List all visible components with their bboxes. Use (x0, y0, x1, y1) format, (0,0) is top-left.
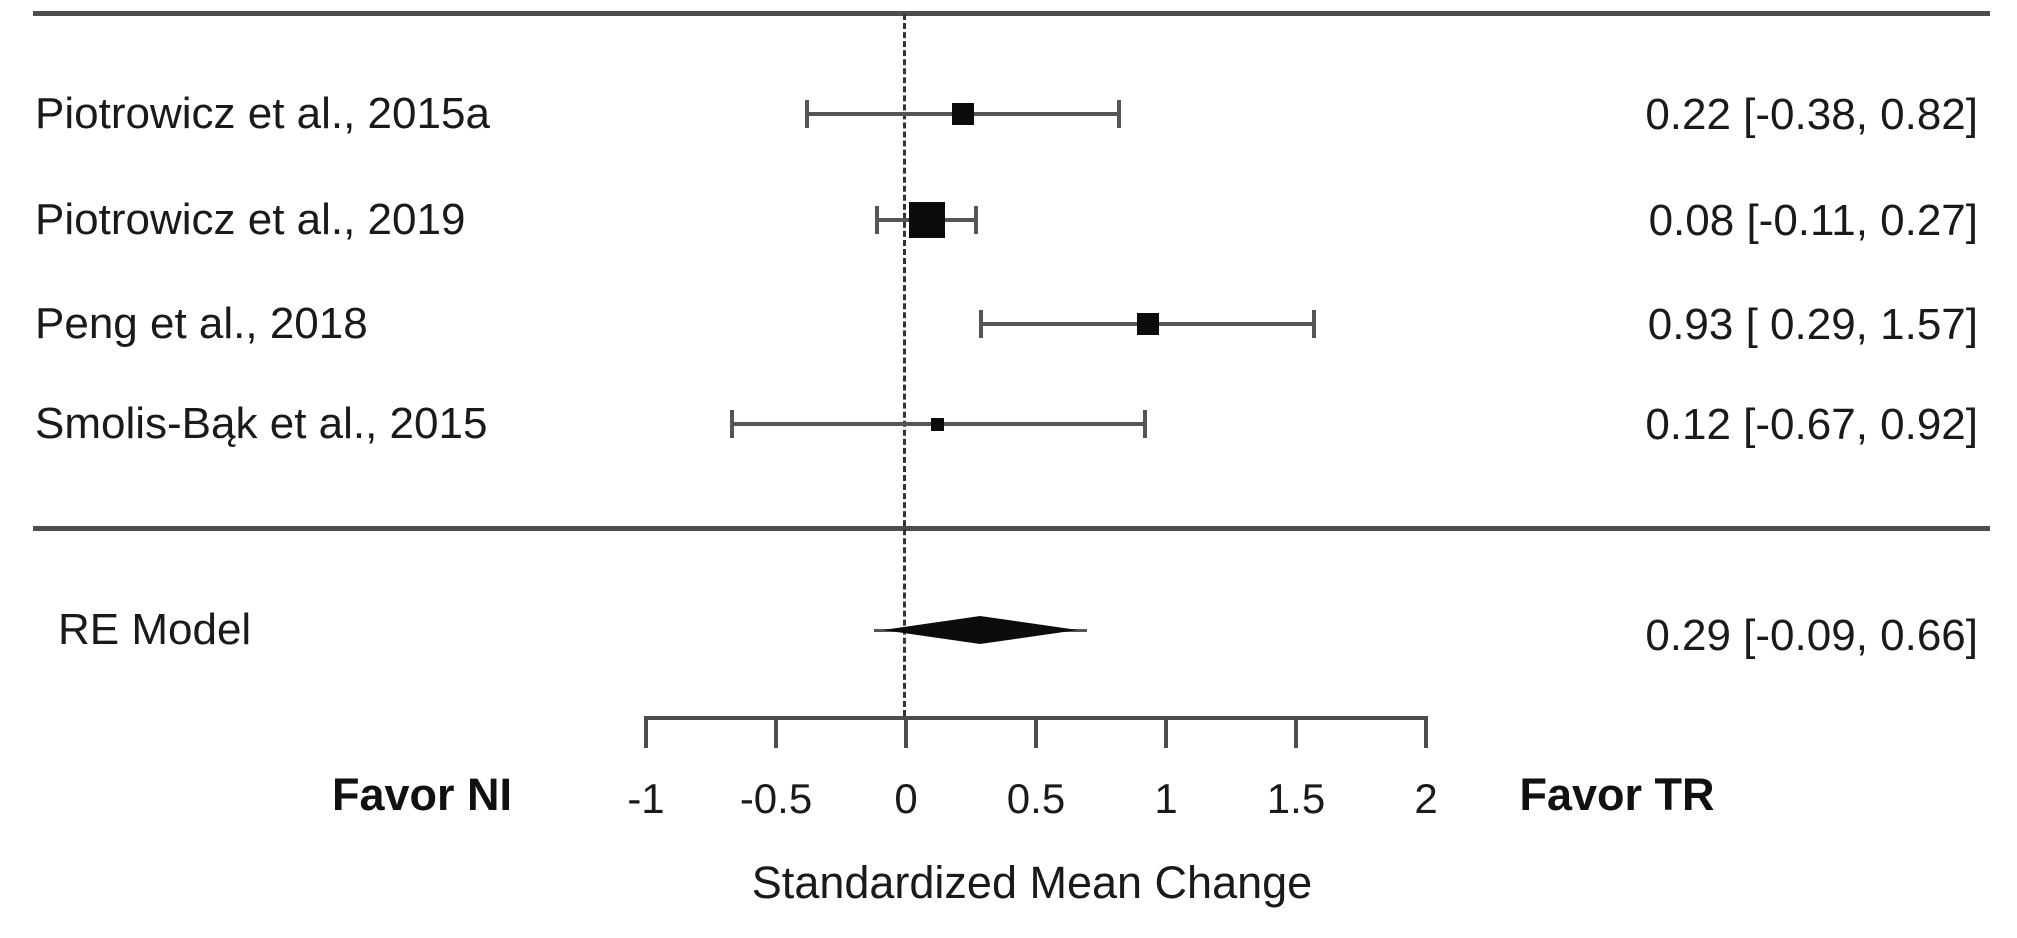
summary-diamond (882, 616, 1078, 644)
x-axis-tick-label: -0.5 (739, 775, 813, 822)
x-axis-title: Standardized Mean Change (751, 857, 1313, 908)
x-axis-tick-label: 0 (894, 775, 918, 822)
study-value: 0.22 [-0.38, 0.82] (1645, 90, 1978, 139)
study-value: 0.12 [-0.67, 0.92] (1645, 400, 1978, 449)
study-label: Piotrowicz et al., 2019 (35, 195, 466, 244)
summary-value: 0.29 [-0.09, 0.66] (1645, 611, 1978, 660)
summary-label: RE Model (58, 605, 252, 654)
point-estimate-box (952, 103, 975, 125)
x-axis-tick-label: 0.5 (1006, 775, 1066, 822)
ci-cap (729, 410, 734, 438)
zero-reference-line (903, 14, 906, 716)
summary-divider-rule (33, 526, 1990, 531)
ci-cap (974, 206, 979, 234)
ci-cap (805, 100, 810, 128)
point-estimate-box (908, 202, 945, 238)
ci-cap (875, 206, 880, 234)
x-axis-tick (904, 716, 908, 748)
x-axis-tick (1424, 716, 1428, 748)
x-axis-tick (1034, 716, 1038, 748)
study-label: Smolis-Bąk et al., 2015 (35, 399, 488, 448)
study-value: 0.08 [-0.11, 0.27] (1648, 196, 1978, 245)
favor-right-label: Favor TR (1519, 769, 1715, 820)
point-estimate-box (1136, 313, 1159, 335)
top-rule (33, 11, 1990, 16)
ci-cap (1312, 310, 1317, 338)
x-axis-tick (1164, 716, 1168, 748)
study-label: Piotrowicz et al., 2015a (35, 89, 490, 138)
x-axis-tick (644, 716, 648, 748)
x-axis-tick (774, 716, 778, 748)
study-value: 0.93 [ 0.29, 1.57] (1647, 300, 1978, 349)
point-estimate-box (930, 417, 944, 431)
x-axis-tick-label: -1 (627, 775, 665, 822)
x-axis-tick-label: 2 (1414, 775, 1438, 822)
x-axis-tick (1294, 716, 1298, 748)
favor-left-label: Favor NI (331, 769, 513, 820)
x-axis-tick-label: 1 (1154, 775, 1178, 822)
study-label: Peng et al., 2018 (35, 299, 368, 348)
ci-cap (1143, 410, 1148, 438)
x-axis-tick-label: 1.5 (1266, 775, 1326, 822)
ci-cap (979, 310, 984, 338)
ci-cap (1117, 100, 1122, 128)
